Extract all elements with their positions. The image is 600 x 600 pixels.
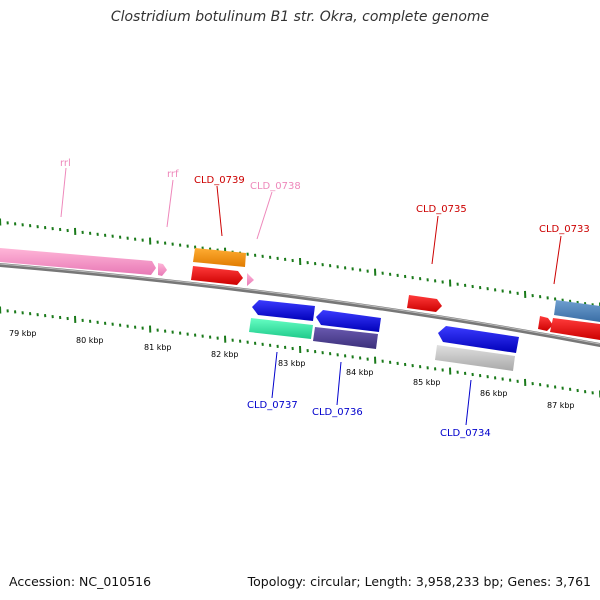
gene-rrl-tail (158, 263, 167, 276)
scale-labels: 79 kbp 80 kbp 81 kbp 82 kbp 83 kbp 84 kb… (9, 329, 575, 410)
label-cld-0735[interactable]: CLD_0735 (416, 204, 467, 215)
gene-cld-0733-a[interactable] (538, 316, 553, 331)
scale-label-80: 80 kbp (76, 336, 104, 345)
label-cld-0738[interactable]: CLD_0738 (250, 181, 301, 192)
gene-rrl[interactable] (0, 248, 156, 275)
gene-cld-0738[interactable] (247, 273, 254, 286)
gene-blue-reverse-c[interactable] (438, 326, 519, 353)
leader-cld-0738 (256, 191, 273, 240)
label-cld-0739[interactable]: CLD_0739 (194, 175, 245, 186)
gene-labels: rrl rrf CLD_0739 CLD_0738 CLD_0735 CLD_0… (60, 158, 590, 439)
scale-label-79: 79 kbp (9, 329, 37, 338)
gene-cld-0733[interactable] (550, 318, 600, 340)
gene-orange-forward[interactable] (193, 248, 246, 267)
leader-rrf (166, 179, 174, 228)
leader-cld-0739 (216, 185, 223, 237)
label-rrf[interactable]: rrf (167, 169, 179, 180)
leader-cld-0736 (336, 361, 342, 406)
scale-label-86: 86 kbp (480, 389, 508, 398)
leader-cld-0734 (465, 379, 472, 426)
scale-label-82: 82 kbp (211, 350, 239, 359)
reverse-features (249, 300, 519, 371)
scale-label-84: 84 kbp (346, 368, 374, 377)
label-cld-0736[interactable]: CLD_0736 (312, 407, 363, 418)
leader-rrl (60, 167, 67, 218)
genome-summary: Topology: circular; Length: 3,958,233 bp… (247, 574, 591, 589)
gene-cld-0737[interactable] (249, 318, 313, 339)
map-title: Clostridium botulinum B1 str. Okra, comp… (110, 9, 490, 25)
label-cld-0737[interactable]: CLD_0737 (247, 400, 298, 411)
genome-backbone (0, 263, 600, 347)
forward-features (0, 248, 600, 340)
leader-cld-0735 (431, 215, 439, 265)
gene-cld-0735[interactable] (407, 295, 442, 312)
gene-cld-0739[interactable] (191, 266, 243, 285)
leader-cld-0733 (553, 235, 562, 285)
scale-label-83: 83 kbp (278, 359, 306, 368)
scale-label-85: 85 kbp (413, 378, 441, 387)
scale-label-81: 81 kbp (144, 343, 172, 352)
genome-backbone-highlight (0, 263, 600, 345)
gene-steel-forward[interactable] (554, 300, 600, 322)
inner-tick-ring (0, 306, 600, 398)
gene-cld-0736[interactable] (313, 327, 378, 349)
accession-label: Accession: NC_010516 (9, 574, 152, 589)
gene-cld-0734[interactable] (435, 345, 515, 371)
label-cld-0734[interactable]: CLD_0734 (440, 428, 491, 439)
gene-blue-reverse-a[interactable] (252, 300, 315, 321)
leader-cld-0737 (271, 351, 278, 399)
label-rrl[interactable]: rrl (60, 158, 71, 169)
label-leaders (60, 167, 562, 426)
label-cld-0733[interactable]: CLD_0733 (539, 224, 590, 235)
scale-label-87: 87 kbp (547, 401, 575, 410)
gene-blue-reverse-b[interactable] (316, 310, 381, 332)
